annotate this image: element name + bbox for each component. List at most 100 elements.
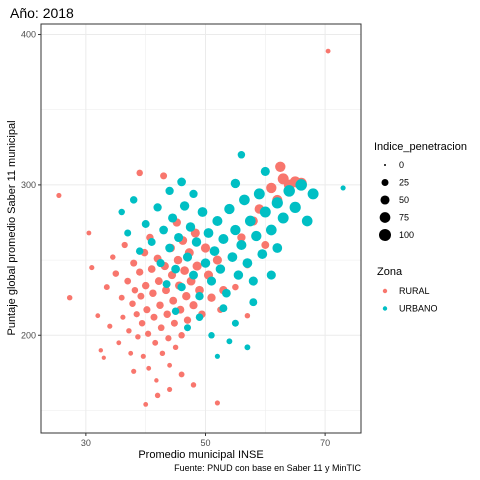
- point-rural: [110, 254, 116, 260]
- point-urbano: [129, 196, 138, 204]
- point-urbano: [239, 194, 250, 206]
- point-rural: [178, 332, 185, 339]
- point-urbano: [340, 185, 346, 191]
- point-rural: [159, 350, 166, 357]
- point-urbano: [289, 201, 301, 214]
- point-urbano: [171, 307, 180, 315]
- point-rural: [56, 192, 62, 198]
- point-rural: [190, 382, 197, 388]
- point-rural: [162, 286, 170, 295]
- point-rural: [149, 289, 157, 297]
- point-urbano: [141, 220, 150, 228]
- point-rural: [237, 233, 246, 242]
- point-rural: [137, 292, 145, 300]
- point-urbano: [195, 313, 204, 321]
- point-urbano: [156, 259, 165, 268]
- point-urbano: [224, 203, 235, 215]
- point-urbano: [222, 288, 231, 298]
- point-urbano: [233, 270, 244, 280]
- point-urbano: [191, 237, 202, 247]
- point-urbano: [162, 280, 171, 289]
- point-urbano: [266, 270, 276, 280]
- point-urbano: [212, 215, 223, 227]
- point-rural: [157, 324, 165, 332]
- point-rural: [160, 172, 168, 180]
- point-rural: [143, 306, 151, 314]
- point-urbano: [253, 188, 265, 200]
- point-urbano: [189, 270, 198, 280]
- size-legend-key: [380, 195, 390, 205]
- point-urbano: [200, 258, 211, 268]
- x-tick-label: 70: [320, 438, 330, 448]
- point-rural: [86, 230, 92, 236]
- point-rural: [167, 362, 173, 368]
- point-rural: [244, 312, 251, 319]
- point-rural: [212, 255, 222, 265]
- point-rural: [140, 353, 146, 359]
- point-urbano: [227, 252, 238, 262]
- point-urbano: [251, 230, 262, 242]
- point-rural: [275, 161, 286, 172]
- size-legend-key: [379, 212, 391, 223]
- point-urbano: [277, 212, 289, 224]
- chart-title: Año: 2018: [10, 5, 74, 21]
- point-rural: [167, 386, 173, 392]
- y-axis-ticks: 200 300 400: [21, 30, 41, 340]
- point-urbano: [248, 276, 258, 286]
- point-rural: [189, 301, 198, 310]
- point-rural: [192, 261, 202, 271]
- point-urbano: [244, 344, 251, 351]
- point-urbano: [177, 282, 186, 292]
- point-urbano: [244, 215, 256, 227]
- grid-lines: [41, 24, 361, 433]
- point-urbano: [174, 232, 184, 243]
- point-rural: [150, 313, 158, 321]
- point-urbano: [236, 239, 247, 251]
- size-legend-key: [379, 229, 391, 241]
- y-axis-title: Puntaje global promedio Saber 11 municip…: [6, 120, 18, 335]
- point-rural: [66, 294, 73, 301]
- plot-border: [40, 23, 362, 434]
- size-legend-label: 100: [399, 230, 414, 240]
- point-rural: [107, 323, 113, 329]
- point-rural: [143, 401, 149, 407]
- point-urbano: [203, 228, 214, 238]
- plot-panel: [40, 23, 362, 434]
- point-urbano: [226, 338, 233, 345]
- point-rural: [163, 310, 171, 318]
- point-urbano: [208, 332, 215, 339]
- plot-background: [41, 24, 361, 433]
- point-urbano: [184, 324, 191, 332]
- point-rural: [141, 281, 150, 290]
- series-urbano-points: [118, 151, 346, 359]
- point-rural: [182, 292, 191, 301]
- point-rural: [118, 294, 125, 301]
- point-urbano: [259, 206, 271, 218]
- point-urbano: [230, 224, 241, 236]
- point-urbano: [272, 243, 283, 253]
- point-rural: [133, 311, 140, 318]
- point-urbano: [159, 225, 168, 235]
- point-urbano: [214, 353, 220, 359]
- point-urbano: [179, 201, 190, 211]
- point-urbano: [118, 208, 125, 216]
- size-legend-label: 0: [399, 160, 404, 170]
- point-rural: [200, 243, 211, 253]
- point-rural: [154, 392, 161, 399]
- size-legend-label: 25: [399, 178, 409, 188]
- point-urbano: [171, 264, 180, 274]
- point-urbano: [165, 243, 174, 253]
- point-rural: [135, 334, 141, 340]
- point-rural: [173, 255, 183, 265]
- point-rural: [180, 266, 189, 275]
- point-urbano: [153, 203, 162, 212]
- point-rural: [178, 371, 185, 378]
- point-rural: [136, 169, 143, 177]
- point-rural: [95, 313, 101, 319]
- point-rural: [207, 293, 216, 302]
- point-rural: [165, 335, 172, 342]
- point-urbano: [147, 238, 156, 246]
- point-rural: [325, 48, 331, 54]
- point-rural: [116, 340, 122, 346]
